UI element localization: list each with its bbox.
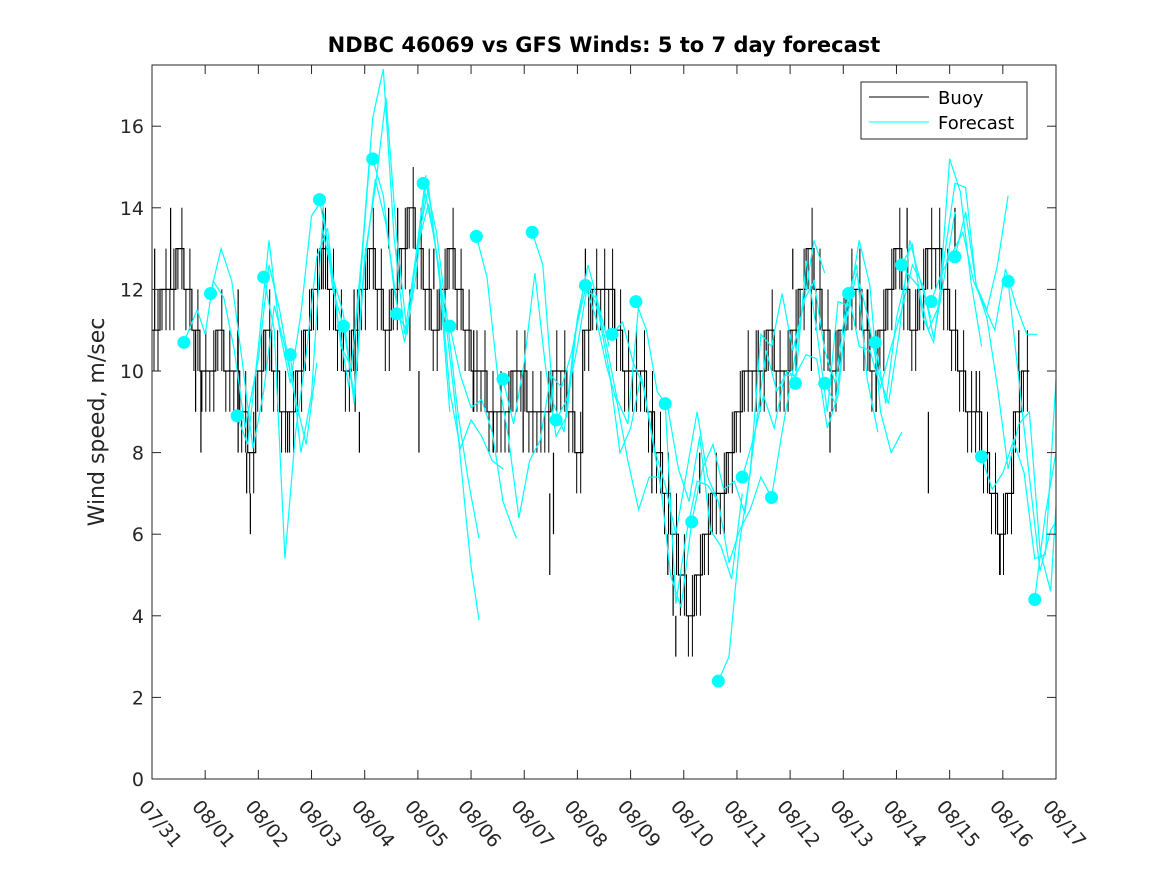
forecast-start-point-19 <box>685 515 699 529</box>
forecast-line-5 <box>318 68 427 369</box>
forecast-line-29 <box>954 211 1057 592</box>
forecast-start-point-9 <box>416 176 430 190</box>
forecast-line-16 <box>611 320 719 535</box>
forecast-start-point-16 <box>605 327 619 341</box>
buoy-series <box>152 167 1030 657</box>
y-tick-label: 0 <box>132 769 144 791</box>
forecast-start-point-26 <box>868 335 882 349</box>
forecast-start-point-4 <box>283 348 297 362</box>
forecast-start-point-2 <box>230 409 244 423</box>
legend-box <box>860 81 1028 140</box>
forecast-line-31 <box>1007 281 1057 572</box>
forecast-line-17 <box>635 301 743 580</box>
forecast-start-point-30 <box>975 450 989 464</box>
forecast-start-point-20 <box>711 674 725 688</box>
y-tick-label: 14 <box>120 198 144 220</box>
y-tick-label: 4 <box>132 606 144 628</box>
forecast-line-20 <box>717 240 826 682</box>
forecast-line-19 <box>691 350 799 523</box>
forecast-start-point-7 <box>366 152 380 166</box>
forecast-start-point-0 <box>177 335 191 349</box>
forecast-line-2 <box>236 197 344 445</box>
forecast-line-15 <box>584 285 693 608</box>
forecast-start-point-32 <box>1028 592 1042 606</box>
forecast-line-23 <box>794 240 903 455</box>
forecast-line-32 <box>1034 452 1057 600</box>
forecast-line-11 <box>475 236 584 519</box>
buoy-line <box>152 207 1030 617</box>
y-tick-label: 8 <box>132 443 144 465</box>
forecast-start-point-12 <box>496 372 510 386</box>
forecast-start-point-6 <box>336 319 350 333</box>
forecast-start-point-23 <box>788 376 802 390</box>
plot-area <box>152 65 1056 779</box>
forecast-start-point-18 <box>658 397 672 411</box>
forecast-line-21 <box>741 293 850 478</box>
forecast-start-point-29 <box>948 250 962 264</box>
forecast-start-point-24 <box>818 376 832 390</box>
forecast-start-point-13 <box>525 225 539 239</box>
forecast-line-1 <box>209 246 318 449</box>
forecast-line-22 <box>770 264 879 498</box>
forecast-start-point-5 <box>313 193 327 207</box>
y-tick-label: 12 <box>120 279 144 301</box>
forecast-start-markers <box>177 152 1042 688</box>
axis-ticks <box>151 65 1057 780</box>
forecast-line-18 <box>664 403 773 604</box>
forecast-line-0 <box>183 264 291 429</box>
plot-frame <box>151 64 1057 780</box>
y-tick-label: 16 <box>120 116 144 138</box>
y-tick-labels: 0 2 4 6 8 10 12 14 16 <box>120 116 144 791</box>
y-axis-label: Wind speed, m/sec <box>85 318 110 527</box>
forecast-start-point-10 <box>443 319 457 333</box>
forecast-start-point-28 <box>924 295 938 309</box>
forecast-start-point-14 <box>549 413 563 427</box>
forecast-line-27 <box>901 182 1009 345</box>
forecast-start-point-31 <box>1001 274 1015 288</box>
forecast-line-6 <box>342 97 451 412</box>
forecast-start-point-1 <box>203 286 217 300</box>
forecast-start-point-27 <box>895 258 909 272</box>
chart-title: NDBC 46069 vs GFS Winds: 5 to 7 day fore… <box>328 33 881 57</box>
forecast-line-8 <box>396 203 504 470</box>
forecast-start-point-21 <box>735 470 749 484</box>
forecast-start-point-11 <box>469 229 483 243</box>
forecast-line-9 <box>422 183 480 620</box>
legend-forecast-label: Forecast <box>938 113 1014 134</box>
forecast-start-point-17 <box>629 295 643 309</box>
forecast-start-point-8 <box>390 307 404 321</box>
y-tick-label: 6 <box>132 524 144 546</box>
forecast-line-4 <box>289 179 398 453</box>
forecast-start-point-22 <box>765 490 779 504</box>
legend-buoy-label: Buoy <box>938 88 984 109</box>
legend: Buoy Forecast <box>860 81 1028 140</box>
y-tick-label: 2 <box>132 687 144 709</box>
forecast-start-point-25 <box>842 286 856 300</box>
forecast-start-point-15 <box>578 278 592 292</box>
forecast-line-28 <box>930 230 1038 335</box>
forecast-line-12 <box>502 264 610 439</box>
forecast-series <box>183 68 1057 682</box>
forecast-start-point-3 <box>257 270 271 284</box>
y-tick-label: 10 <box>120 361 144 383</box>
forecast-line-10 <box>449 325 517 539</box>
